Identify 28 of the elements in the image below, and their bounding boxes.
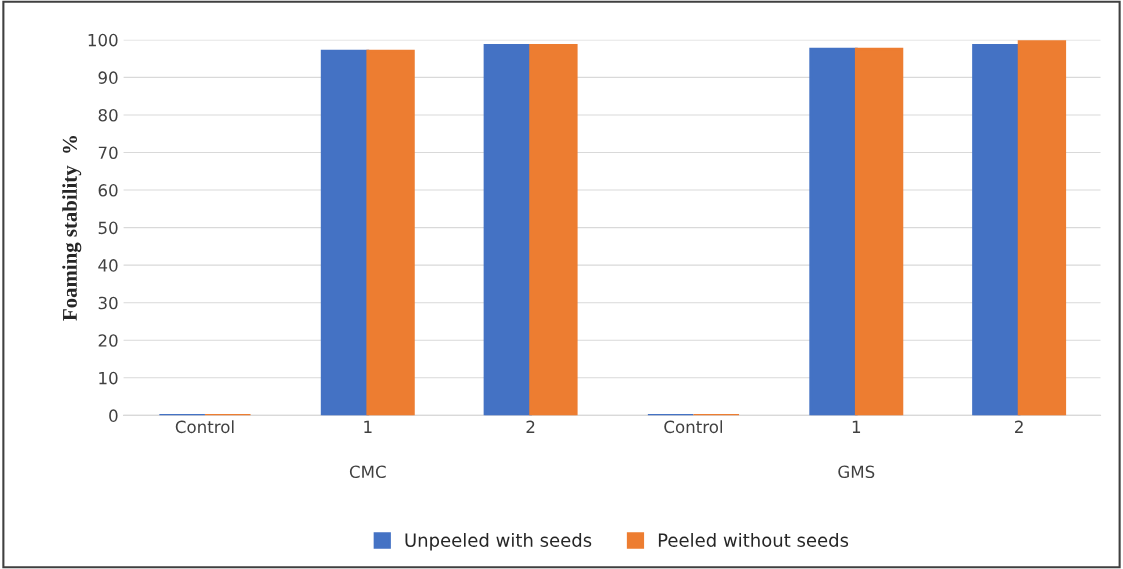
x-tick-label: Control <box>175 420 234 434</box>
bar <box>972 44 1021 416</box>
bar <box>529 44 578 416</box>
bar <box>366 49 415 416</box>
x-tick-label: 1 <box>852 420 861 433</box>
text: GMS <box>838 465 875 479</box>
y-tick-label: 60 <box>98 184 118 197</box>
y-axis-title: Foaming stability % <box>62 136 82 321</box>
y-tick-label: 40 <box>98 259 118 272</box>
legend-label: Unpeeled with seeds <box>405 533 592 551</box>
y-tick-label: 20 <box>98 334 118 347</box>
y-tick-label: 80 <box>98 108 118 122</box>
x-tick-label: Control <box>664 420 723 434</box>
y-tick-label: 30 <box>98 296 118 310</box>
bar <box>854 47 904 416</box>
y-tick-label: 70 <box>98 146 118 160</box>
y-tick-label: 90 <box>98 71 118 84</box>
bar <box>809 47 858 416</box>
bar <box>1017 40 1067 416</box>
y-tick-label: 100 <box>88 33 118 47</box>
x-tick-label: 2 <box>526 420 535 433</box>
x-tick-label: 1 <box>364 420 372 433</box>
legend-label: Peeled without seeds <box>658 533 849 547</box>
y-tick-label: 0 <box>109 409 118 422</box>
y-tick-label: 50 <box>98 221 118 235</box>
y-tick-label: 10 <box>99 371 118 385</box>
text: CMC <box>349 465 386 479</box>
x-tick-label: 2 <box>1015 420 1023 433</box>
